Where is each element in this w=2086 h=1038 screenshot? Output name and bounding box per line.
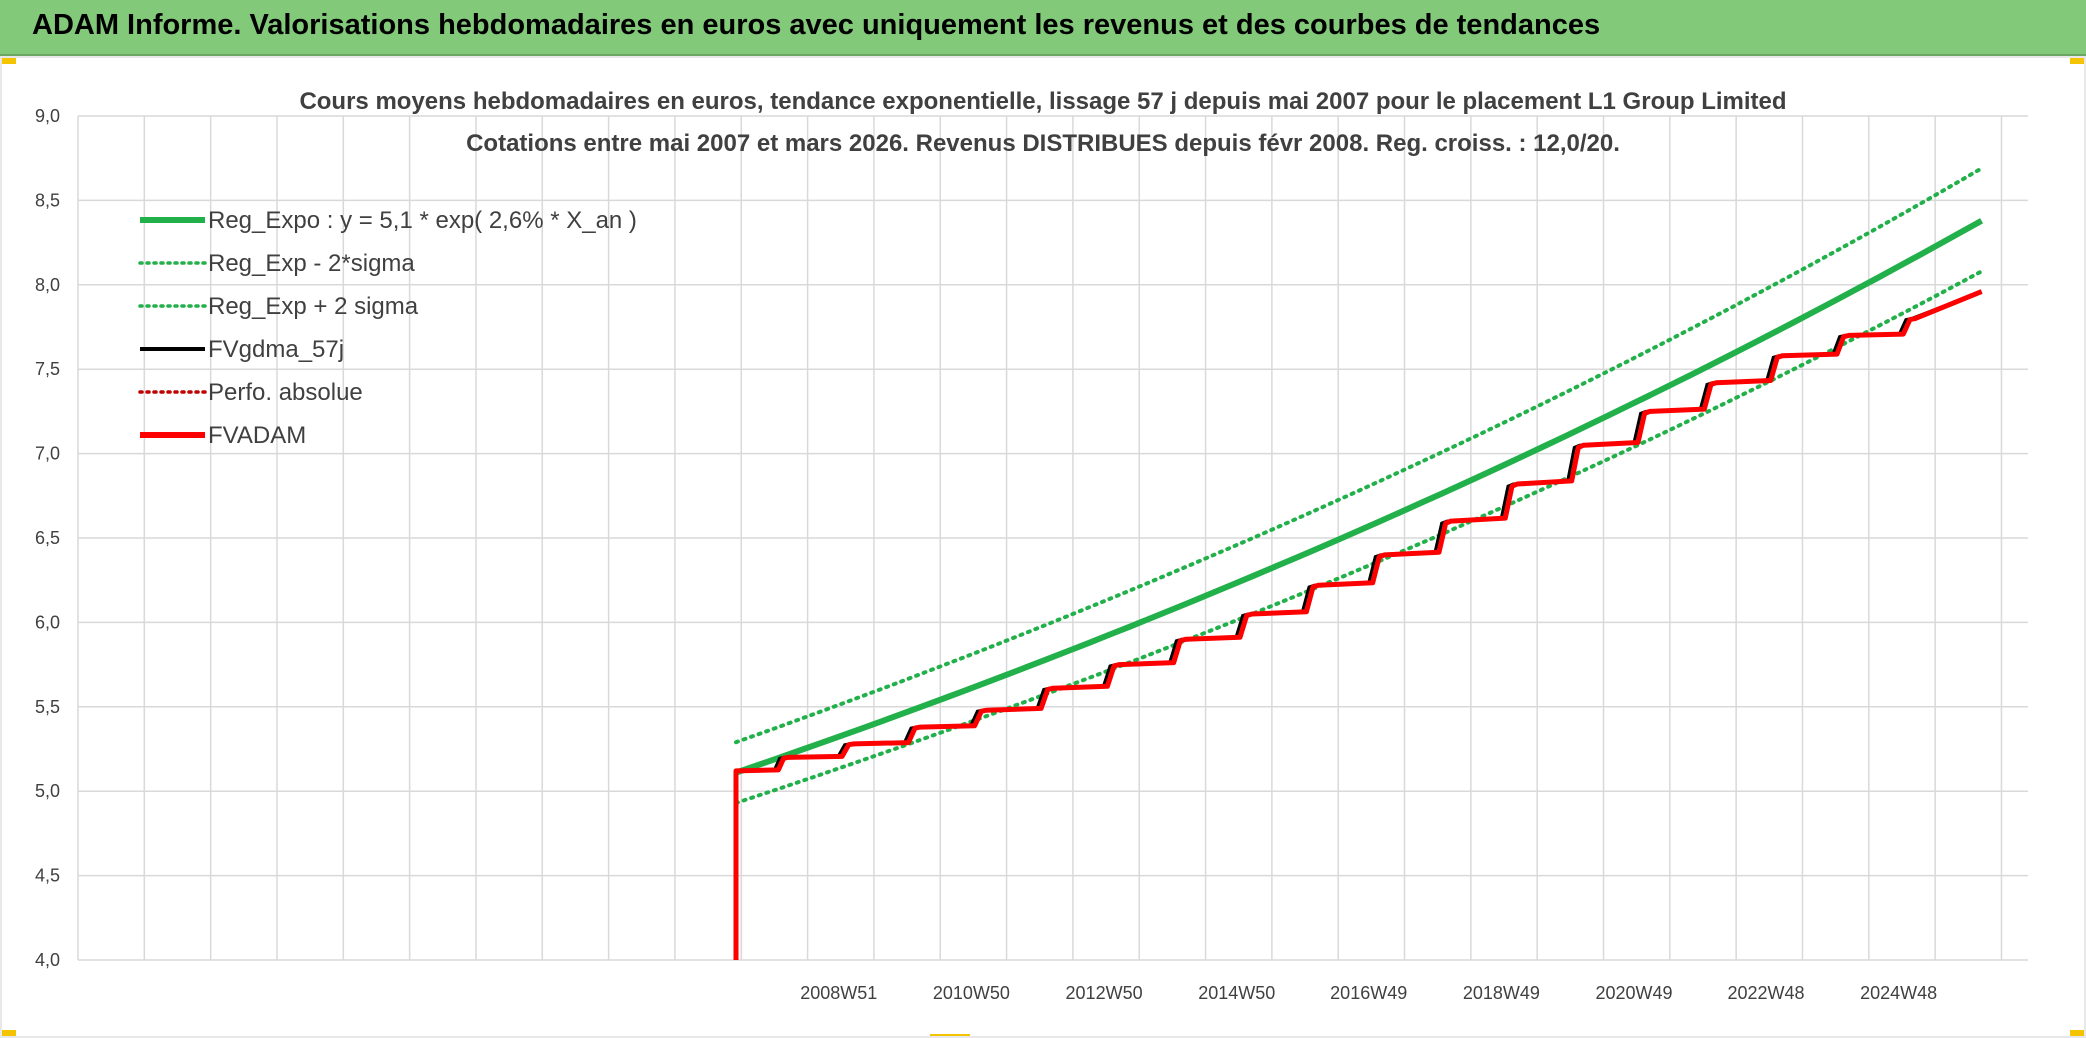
series (733, 166, 1984, 960)
x-tick-label: 2014W50 (1198, 983, 1275, 1003)
series-fvadam (733, 289, 1983, 960)
chart-frame (0, 56, 2086, 1038)
corner-marker-top-left (0, 56, 16, 64)
y-axis: 9,0 8,5 8,0 7,5 7,0 6,5 6,0 5,5 5,0 4,5 4,0 (35, 106, 60, 970)
chart-title: Cours moyens hebdomadaires en euros, ten… (299, 88, 1786, 157)
corner-marker-top-right (2070, 56, 2086, 64)
y-tick-label: 6,0 (35, 612, 60, 632)
series-reg-exp-minus-2-sigma (734, 269, 1984, 805)
y-tick-label: 5,5 (35, 697, 60, 717)
banner: ADAM Informe. Valorisations hebdomadaire… (0, 0, 2086, 56)
chart-title-line-1: Cours moyens hebdomadaires en euros, ten… (299, 88, 1786, 115)
x-tick-label: 2010W50 (933, 983, 1010, 1003)
legend-label: Perfo. absolue (208, 379, 363, 406)
y-tick-label: 7,0 (35, 444, 60, 464)
series-reg-exp-plus-2-sigma (734, 166, 1984, 745)
legend-label: FVgdma_57j (208, 336, 344, 363)
y-tick-label: 9,0 (35, 106, 60, 126)
y-tick-label: 4,0 (35, 950, 60, 970)
x-tick-label: 2012W50 (1066, 983, 1143, 1003)
corner-marker-bottom-left (0, 1030, 16, 1038)
y-tick-label: 8,0 (35, 275, 60, 295)
y-tick-label: 7,5 (35, 359, 60, 379)
legend-label: Reg_Expo : y = 5,1 * exp( 2,6% * X_an ) (208, 207, 637, 234)
y-tick-label: 8,5 (35, 190, 60, 210)
banner-title: ADAM Informe. Valorisations hebdomadaire… (32, 9, 1601, 41)
series-reg-expo (735, 218, 1984, 776)
x-tick-label: 2024W48 (1860, 983, 1937, 1003)
series-fvgdma-57j (734, 290, 1983, 960)
y-tick-label: 4,5 (35, 866, 60, 886)
legend-label: FVADAM (208, 422, 306, 449)
x-tick-label: 2022W48 (1727, 983, 1804, 1003)
x-tick-label: 2018W49 (1463, 983, 1540, 1003)
grid (77, 115, 2028, 961)
x-axis: 2008W51 2010W50 2012W50 2014W50 2016W49 2018W… (800, 983, 1937, 1003)
x-tick-label: 2020W49 (1595, 983, 1672, 1003)
corner-marker-bottom-right (2070, 1030, 2086, 1038)
x-tick-label: 2008W51 (800, 983, 877, 1003)
chart-title-line-2: Cotations entre mai 2007 et mars 2026. R… (466, 130, 1620, 157)
x-tick-label: 2016W49 (1330, 983, 1407, 1003)
y-tick-label: 6,5 (35, 528, 60, 548)
y-tick-label: 5,0 (35, 781, 60, 801)
legend-label: Reg_Exp + 2 sigma (208, 293, 419, 320)
legend: Reg_Expo : y = 5,1 * exp( 2,6% * X_an ) R… (138, 207, 637, 449)
legend-label: Reg_Exp - 2*sigma (208, 250, 415, 277)
